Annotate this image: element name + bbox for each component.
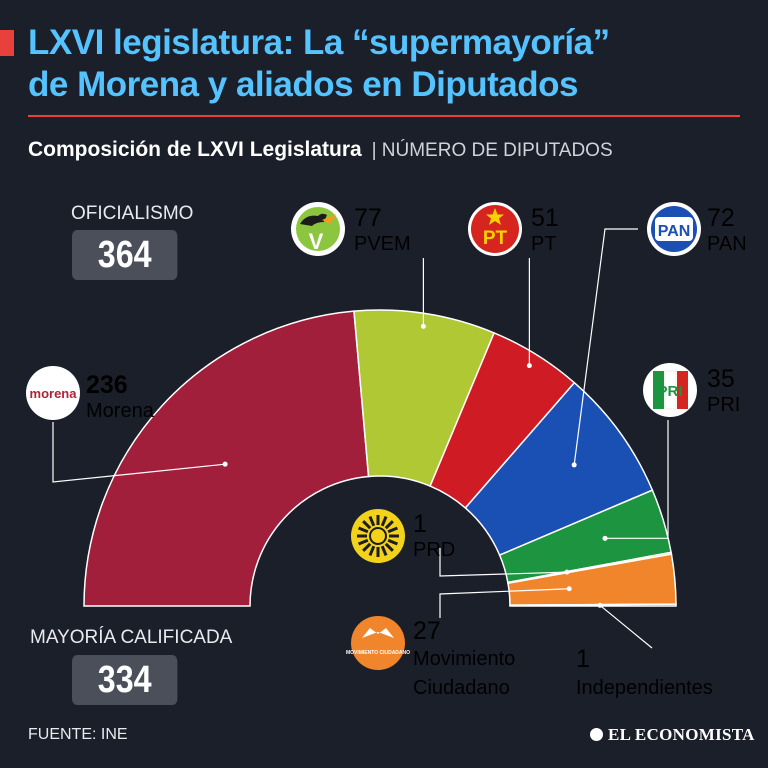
chart-subtitle: Composición de LXVI Legislatura | NÚMERO… — [28, 138, 613, 162]
pvem-logo-text: V — [309, 229, 324, 254]
subtitle-bold: Composición de LXVI Legislatura — [28, 138, 362, 161]
prd-ray — [358, 538, 369, 546]
segment-morena — [83, 310, 370, 607]
brand-logo: EL ECONOMISTA — [590, 725, 755, 745]
leader-line-prd — [439, 548, 567, 577]
leader-dot — [222, 461, 228, 467]
pri-value: 35 — [707, 365, 735, 393]
leader-line-movimiento-ciudadano — [439, 588, 570, 618]
prd-ray — [368, 545, 376, 556]
prd-ray — [387, 538, 398, 546]
mayoria-value: 334 — [72, 655, 178, 705]
pan-logo-text: PAN — [658, 223, 691, 240]
morena-name: Morena — [86, 400, 155, 422]
pan-logo: PAN — [647, 202, 701, 256]
oficialismo-label: OFICIALISMO — [71, 203, 194, 224]
prd-ray — [362, 520, 372, 530]
segment-independientes — [509, 603, 677, 607]
pvem-value: 77 — [354, 204, 382, 232]
morena-logo-text: morena — [30, 386, 78, 401]
leader-dot — [420, 323, 426, 329]
leader-line-pri — [605, 420, 669, 539]
prd-ray — [380, 545, 388, 556]
brand-name: EL ECONOMISTA — [608, 725, 755, 744]
oficialismo-value: 364 — [72, 230, 178, 280]
pri-logo-text: PRI — [657, 383, 682, 400]
pri-logo: PRI — [643, 363, 697, 417]
pvem-name: PVEM — [354, 233, 411, 255]
mc-name-line-2: Ciudadano — [413, 677, 510, 699]
brand-dot-icon — [590, 728, 603, 741]
prd-ray — [384, 542, 394, 552]
leader-dot — [526, 363, 532, 369]
prd-ray — [368, 516, 376, 527]
title-divider — [28, 115, 740, 117]
prd-logo — [351, 509, 405, 563]
prd-name: PRD — [413, 539, 455, 561]
pt-name: PT — [531, 233, 557, 255]
pt-logo-text: PT — [483, 228, 508, 249]
leader-dot — [564, 569, 570, 575]
prd-ray — [358, 526, 369, 534]
morena-value: 236 — [86, 371, 128, 399]
pvem-logo: V — [291, 202, 345, 256]
mayoria-label: MAYORÍA CALIFICADA — [30, 627, 233, 648]
pt-logo: PT — [468, 202, 522, 256]
leader-line-independientes — [599, 604, 653, 649]
mc-name-line-1: Movimiento — [413, 648, 515, 670]
page-title: LXVI legislatura: La “supermayoría” de M… — [28, 22, 758, 106]
prd-ray — [380, 516, 388, 527]
leader-dot — [571, 462, 577, 468]
leader-line-morena — [52, 422, 226, 483]
pan-name: PAN — [707, 233, 747, 255]
title-line-2: de Morena y aliados en Diputados — [28, 65, 578, 104]
prd-ray — [384, 520, 394, 530]
leader-dot — [566, 586, 572, 592]
mc-logo-text: MOVIMIENTO CIUDADANO — [346, 650, 410, 656]
independientes-name: Independientes — [576, 677, 713, 699]
morena-logo: morena — [26, 366, 80, 420]
pt-value: 51 — [531, 204, 559, 232]
pan-value: 72 — [707, 204, 735, 232]
leader-line-pan — [573, 228, 638, 466]
independientes-value: 1 — [576, 645, 590, 673]
mc-logo: MOVIMIENTO CIUDADANO — [346, 616, 410, 670]
mc-value: 27 — [413, 617, 441, 645]
prd-ray — [362, 542, 372, 552]
prd-value: 1 — [413, 510, 427, 538]
accent-bar — [0, 30, 14, 56]
subtitle-unit: | NÚMERO DE DIPUTADOS — [371, 140, 613, 161]
leader-dot — [597, 602, 603, 608]
title-line-1: LXVI legislatura: La “supermayoría” — [28, 23, 610, 62]
leader-dot — [602, 535, 608, 541]
prd-ray — [387, 526, 398, 534]
pri-name: PRI — [707, 394, 740, 416]
source-note: FUENTE: INE — [28, 726, 128, 743]
